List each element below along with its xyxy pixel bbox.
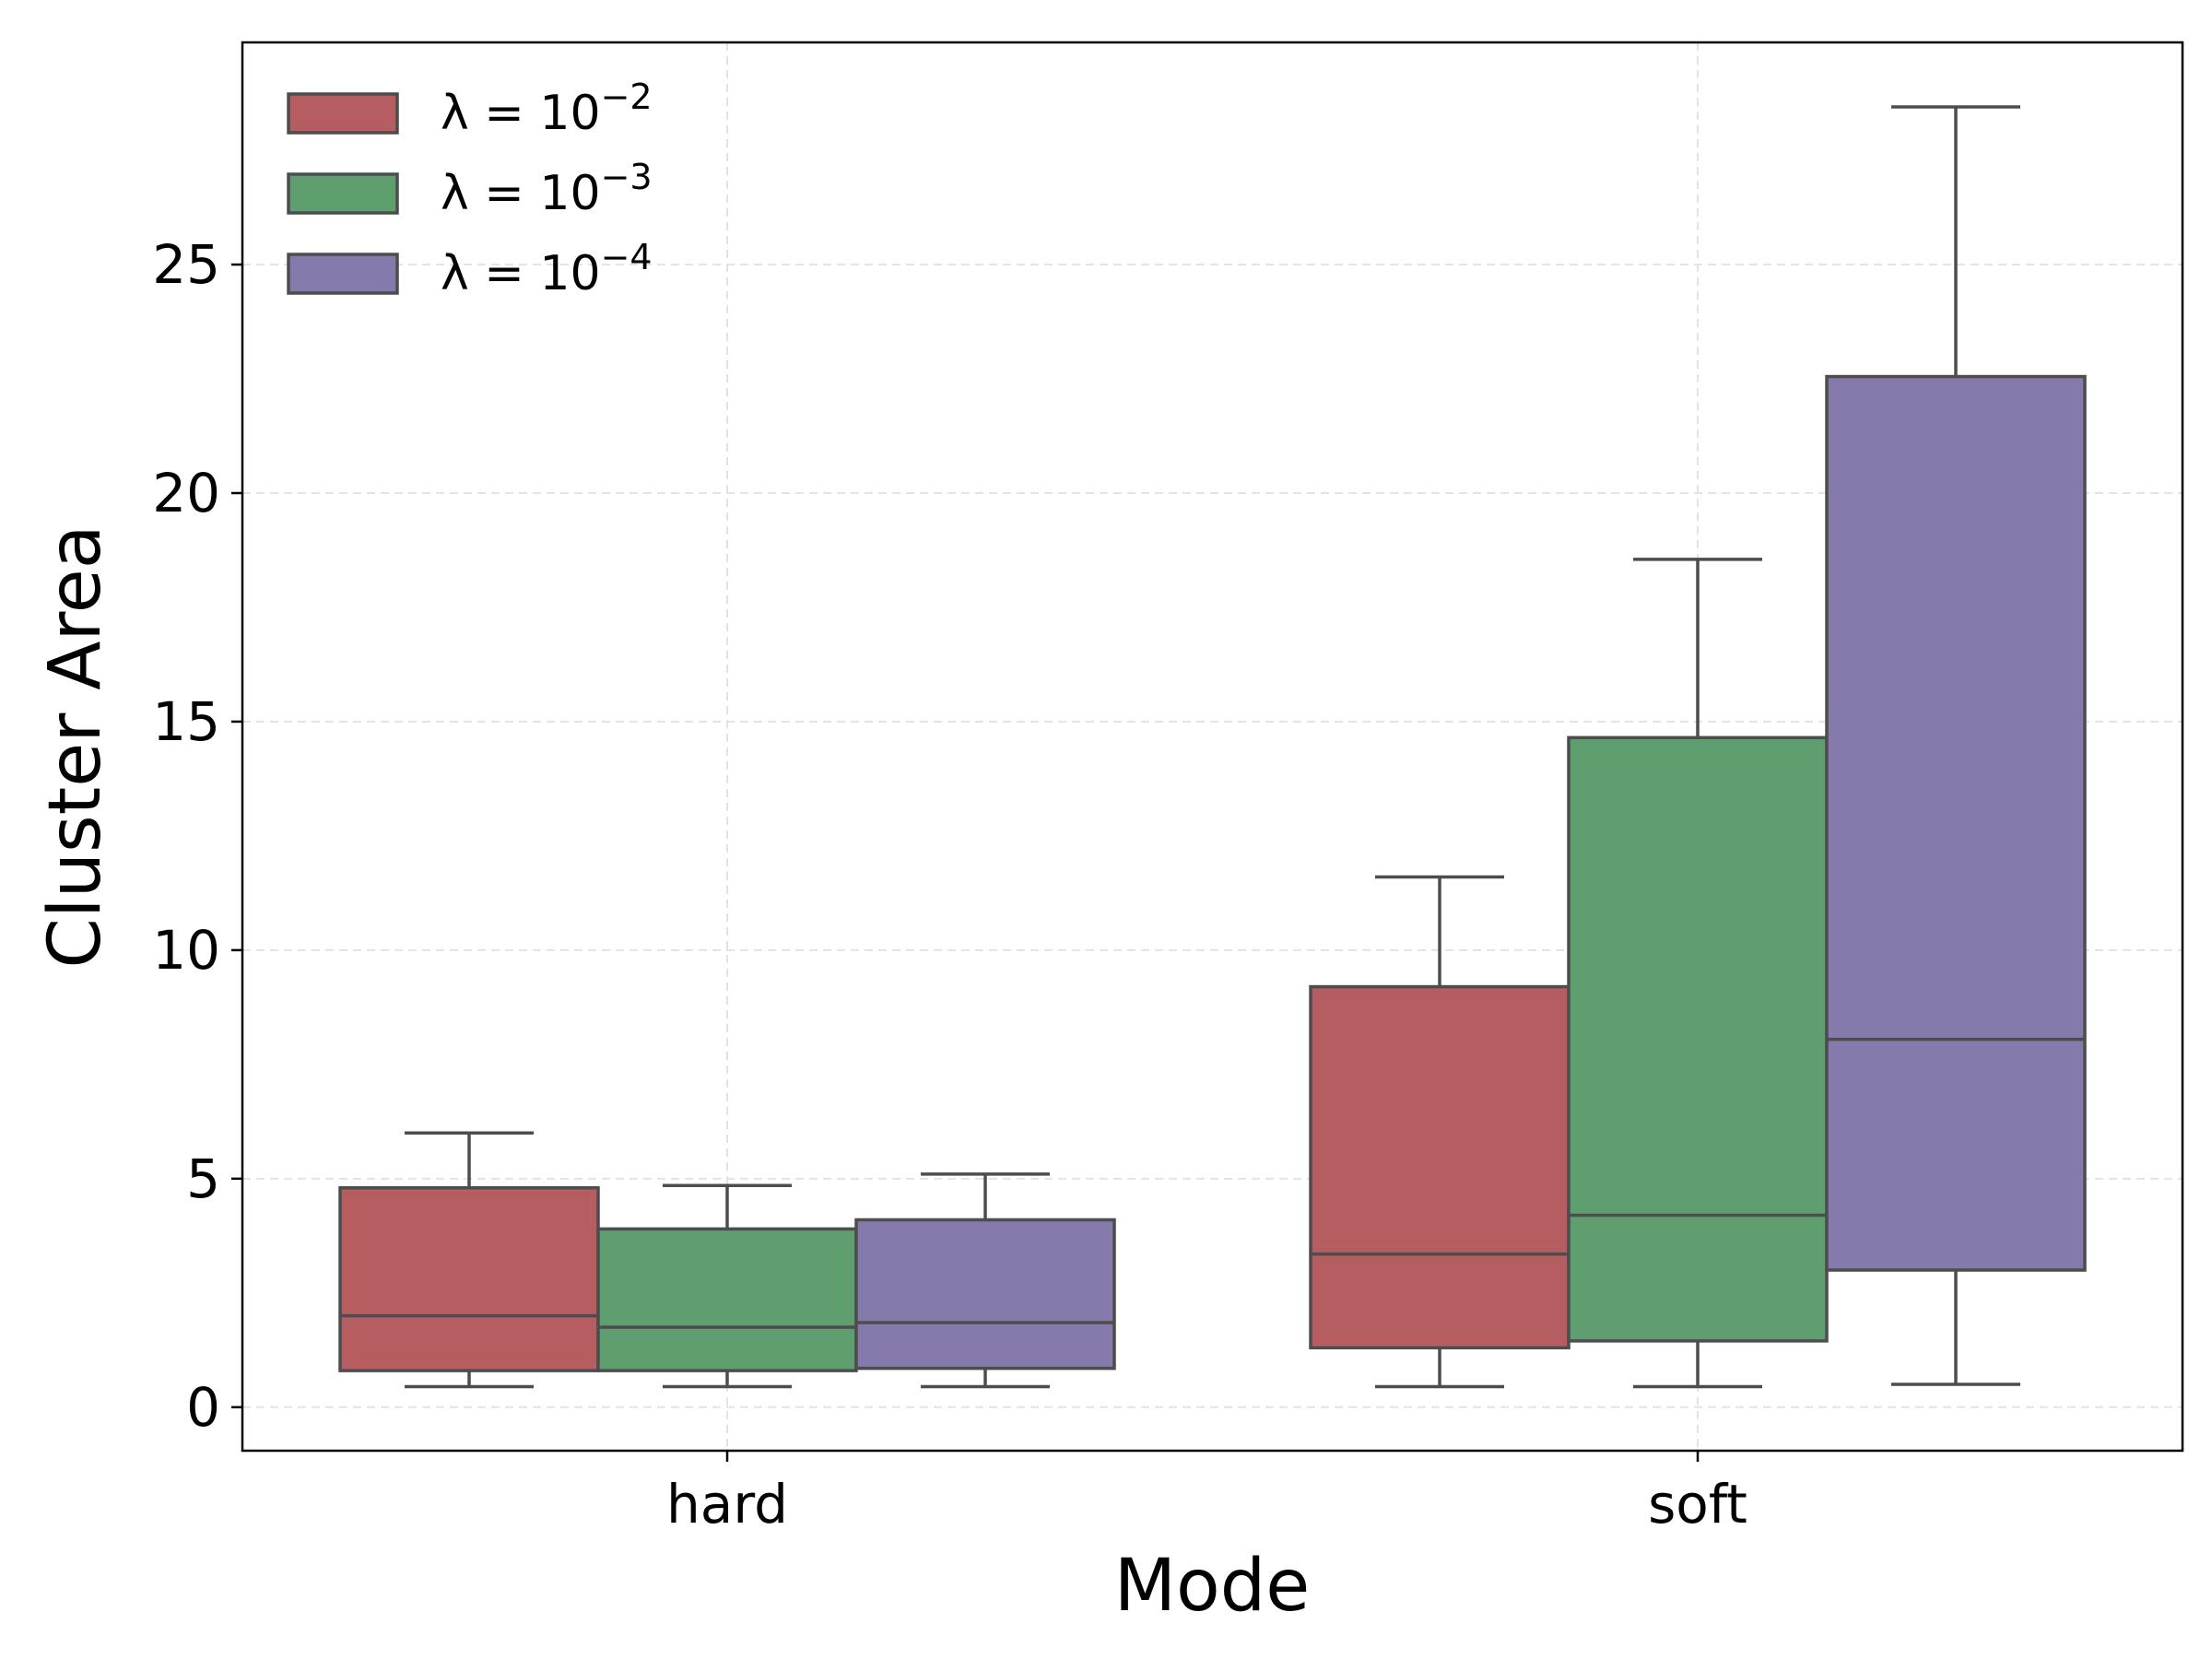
box-iqr <box>1567 735 1829 1343</box>
grid-lines <box>242 42 2183 1451</box>
y-tick-label: 25 <box>152 233 220 296</box>
box-iqr <box>596 1227 858 1372</box>
box-hard-series-3 <box>854 1172 1116 1389</box>
legend-label: λ = 10−4 <box>441 237 653 301</box>
box-hard-series-2 <box>596 1183 858 1389</box>
box-soft-series-3 <box>1825 105 2087 1386</box>
box-soft-series-2 <box>1567 558 1829 1389</box>
box-iqr <box>1309 984 1571 1350</box>
axis-ticks: 0 5 10 15 20 25 hard soft <box>152 233 1747 1535</box>
box-series <box>338 105 2087 1389</box>
box-hard-series-1 <box>338 1131 600 1389</box>
y-axis-label: Cluster Area <box>34 524 117 968</box>
box-iqr <box>1825 374 2087 1272</box>
x-tick-label-soft: soft <box>1648 1473 1747 1535</box>
y-tick-label: 5 <box>186 1147 220 1210</box>
x-axis-label: Mode <box>1114 1545 1311 1628</box>
y-tick-label: 0 <box>186 1376 220 1439</box>
x-tick-label-hard: hard <box>666 1473 788 1535</box>
legend-entry-3: λ = 10−4 <box>287 237 653 301</box>
box-iqr <box>338 1186 600 1372</box>
legend-label: λ = 10−2 <box>441 76 653 141</box>
legend-entry-2: λ = 10−3 <box>287 157 653 221</box>
legend: λ = 10−2 λ = 10−3 λ = 10−4 <box>287 76 653 301</box>
legend-label: λ = 10−3 <box>441 157 653 221</box>
y-tick-label: 10 <box>152 919 220 982</box>
plot-frame <box>241 41 2184 1453</box>
legend-swatch <box>287 92 399 135</box>
legend-swatch <box>287 253 399 295</box>
legend-swatch <box>287 172 399 215</box>
y-tick-label: 20 <box>152 462 220 524</box>
box-soft-series-1 <box>1309 875 1571 1389</box>
y-tick-label: 15 <box>152 690 220 753</box>
box-iqr <box>854 1218 1116 1371</box>
legend-entry-1: λ = 10−2 <box>287 76 653 141</box>
